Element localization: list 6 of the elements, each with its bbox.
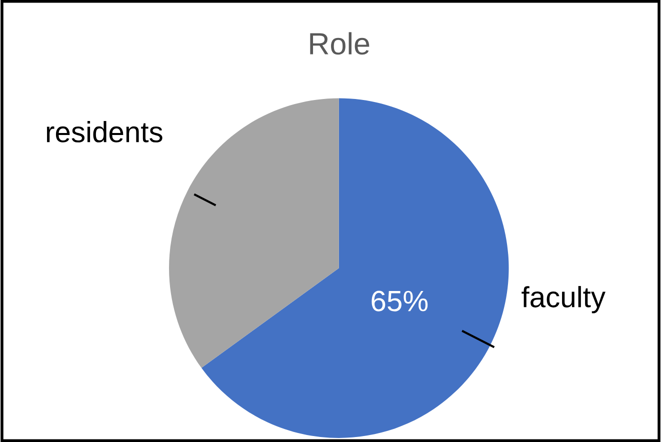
data-label: 65% (372, 290, 428, 312)
pie-slice (169, 98, 339, 368)
pie-slice (201, 98, 509, 438)
slice-label: residents (46, 120, 162, 142)
slice-label: faculty (522, 286, 606, 314)
chart-title: Role (310, 32, 370, 55)
